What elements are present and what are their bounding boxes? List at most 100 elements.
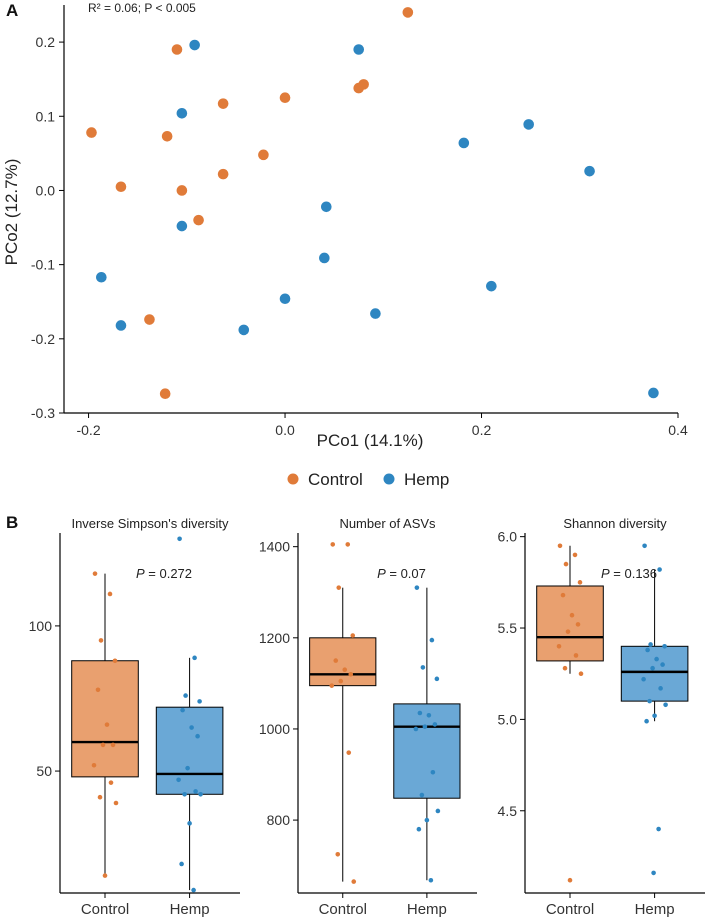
boxplot-point-hemp [658, 686, 663, 691]
boxplot-point-control [98, 638, 104, 643]
boxplot-point-control [335, 851, 341, 857]
legend-control-label: Control [308, 470, 363, 489]
pcoa-point-control [193, 214, 204, 226]
boxplot-point-hemp [198, 791, 203, 797]
pcoa-point-hemp [176, 108, 188, 119]
boxplot-point-control [91, 762, 97, 768]
boxplot-point-hemp [652, 713, 657, 719]
boxplot-title: Shannon diversity [563, 516, 667, 531]
pcoa-x-ticks: -0.2 0.0 0.2 0.4 [76, 413, 688, 438]
pcoa-x-tick-label: 0.4 [668, 422, 688, 438]
boxplot-point-control [557, 543, 563, 549]
boxplot-point-control [563, 561, 569, 567]
boxplot-point-hemp [197, 699, 202, 704]
pcoa-point-control [279, 92, 291, 104]
pcoa-x-tick-label: -0.2 [76, 422, 100, 438]
boxplot-point-hemp [176, 777, 181, 783]
pcoa-point-control [159, 388, 171, 400]
pcoa-point-control [353, 82, 365, 94]
boxplot-y-tick-label: 100 [29, 618, 53, 634]
boxplot-point-control [346, 750, 352, 755]
boxplot-point-control [97, 794, 103, 800]
boxplot-point-control [575, 622, 581, 627]
diversity-boxplots: Inverse Simpson's diversity 50 100 Control H… [29, 516, 705, 918]
panel-a-label: A [6, 1, 18, 20]
box-control [309, 637, 377, 687]
boxplot-point-hemp [185, 765, 190, 771]
boxplot-point-control [573, 653, 579, 658]
boxplot-point-hemp [416, 826, 422, 832]
pcoa-x-tick-label: 0.2 [472, 422, 492, 438]
pcoa-point-hemp [115, 320, 127, 331]
boxplot-panel-3: Shannon diversity 4.5 5.0 5.5 6.0 Control Hemp… [498, 516, 705, 918]
pcoa-point-hemp [584, 165, 595, 177]
boxplot-point-hemp [193, 789, 198, 794]
boxplot-point-control [104, 722, 110, 727]
pcoa-y-tick-label: 0.0 [36, 182, 56, 198]
boxplot-point-hemp [432, 722, 438, 727]
boxplot-point-hemp [428, 877, 434, 883]
pcoa-point-hemp [96, 271, 107, 283]
boxplot-point-control [569, 612, 575, 618]
boxplot-x-tick-label: Control [546, 901, 594, 918]
boxplot-point-control [565, 629, 571, 634]
boxplot-point-hemp [654, 656, 659, 662]
boxplot-point-hemp [435, 808, 441, 814]
pcoa-point-control [115, 181, 127, 193]
boxplot-point-control [556, 643, 562, 649]
boxplot-point-control [342, 667, 348, 673]
boxplot-point-hemp [180, 707, 185, 713]
boxplot-point-control [113, 800, 119, 806]
pcoa-point-hemp [189, 39, 200, 51]
boxplot-point-hemp [195, 733, 200, 739]
boxplot-point-hemp [656, 826, 661, 832]
boxplot-point-control [572, 552, 578, 558]
boxplot-point-control [108, 780, 114, 785]
boxplot-point-hemp [182, 791, 187, 797]
boxplot-y-tick-label: 1000 [259, 721, 290, 737]
boxplot-y-tick-label: 5.0 [498, 711, 518, 727]
boxplot-point-hemp [420, 665, 426, 670]
boxplot-point-control [577, 580, 583, 585]
boxplot-point-control [336, 585, 342, 590]
pcoa-x-tick-label: 0.0 [275, 422, 295, 438]
boxplot-point-hemp [177, 536, 182, 542]
boxplot-point-hemp [650, 665, 655, 671]
boxplot-point-hemp [424, 817, 430, 823]
pcoa-y-tick-label: -0.3 [31, 405, 55, 421]
pcoa-y-ticks: -0.3 -0.2 -0.1 0.0 0.1 0.2 [31, 34, 64, 421]
pcoa-point-hemp [648, 387, 659, 399]
boxplot-point-control [350, 633, 356, 638]
boxplot-point-control [112, 658, 118, 664]
pcoa-panel: A R² = 0.06; P < 0.005 -0.2 0.0 0.2 0.4 -0.… [2, 1, 688, 489]
boxplot-point-hemp [660, 662, 665, 667]
pcoa-point-control [144, 314, 155, 325]
pcoa-point-hemp [279, 293, 291, 305]
box-control [71, 660, 139, 778]
pcoa-point-control [258, 149, 269, 161]
boxplot-point-hemp [642, 543, 647, 549]
boxplot-pvalue: P = 0.07 [377, 566, 426, 581]
boxplot-x-tick-label: Hemp [170, 901, 210, 918]
boxplot-point-control [560, 592, 566, 598]
pcoa-point-control [161, 131, 173, 142]
pcoa-point-hemp [319, 252, 330, 264]
boxplot-pvalue: P = 0.272 [136, 566, 192, 581]
legend-hemp-label: Hemp [404, 470, 449, 489]
box-control [536, 585, 604, 662]
boxplot-point-hemp [645, 647, 650, 653]
boxplot-point-control [107, 591, 113, 597]
boxplot-point-control [562, 665, 568, 671]
panel-b-label: B [6, 513, 18, 532]
boxplot-point-hemp [430, 769, 436, 775]
boxplot-y-tick-label: 4.5 [498, 803, 518, 819]
boxplot-point-hemp [192, 655, 197, 661]
boxplot-point-control [102, 873, 108, 878]
boxplot-y-tick-label: 800 [267, 812, 291, 828]
pcoa-y-axis-label: PCo2 (12.7%) [2, 159, 21, 266]
boxplot-point-hemp [648, 642, 653, 647]
boxplot-x-tick-label: Hemp [635, 901, 675, 918]
boxplot-point-control [330, 542, 336, 547]
boxplot-point-hemp [422, 724, 428, 729]
